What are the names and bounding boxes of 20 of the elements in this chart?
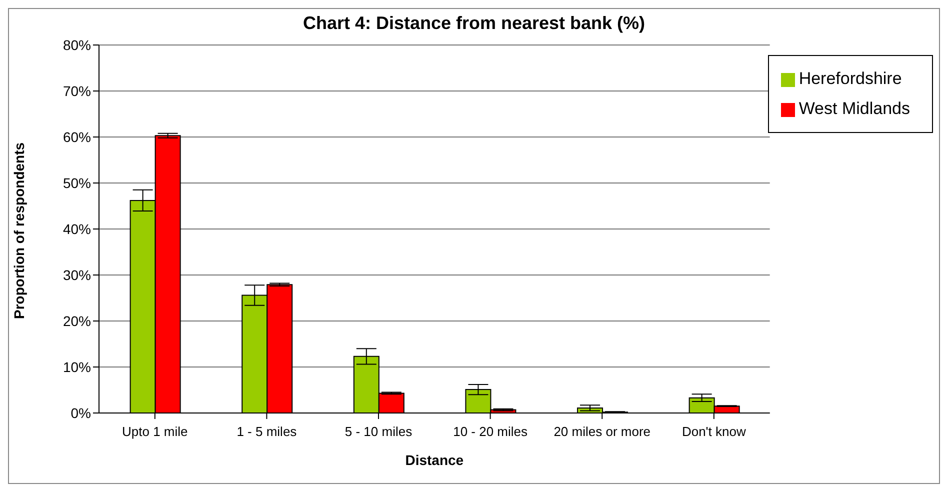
x-tick-label: Upto 1 mile — [122, 424, 188, 440]
y-tick-label: 20% — [62, 312, 91, 329]
chart-title: Chart 4: Distance from nearest bank (%) — [302, 13, 646, 34]
legend-label: West Midlands — [798, 99, 910, 118]
x-tick-label: Don't know — [682, 424, 746, 440]
y-tick-label: 40% — [62, 220, 91, 237]
y-axis-title: Proportion of respondents — [10, 142, 27, 319]
y-tick-label: 80% — [62, 36, 91, 53]
x-tick-label: 10 - 20 miles — [453, 424, 528, 440]
y-tick-label: 60% — [62, 128, 91, 145]
y-tick-label: 10% — [62, 358, 91, 375]
x-tick-label: 1 - 5 miles — [236, 424, 298, 440]
x-axis-title: Distance — [405, 452, 464, 468]
x-tick-label: 5 - 10 miles — [344, 424, 413, 440]
y-tick-label: 70% — [62, 82, 91, 99]
x-tick-label: 20 miles or more — [554, 424, 651, 440]
legend-label: Herefordshire — [798, 69, 902, 88]
y-tick-label: 30% — [62, 266, 91, 283]
y-tick-label: 0% — [70, 404, 91, 421]
y-tick-label: 50% — [62, 174, 91, 191]
